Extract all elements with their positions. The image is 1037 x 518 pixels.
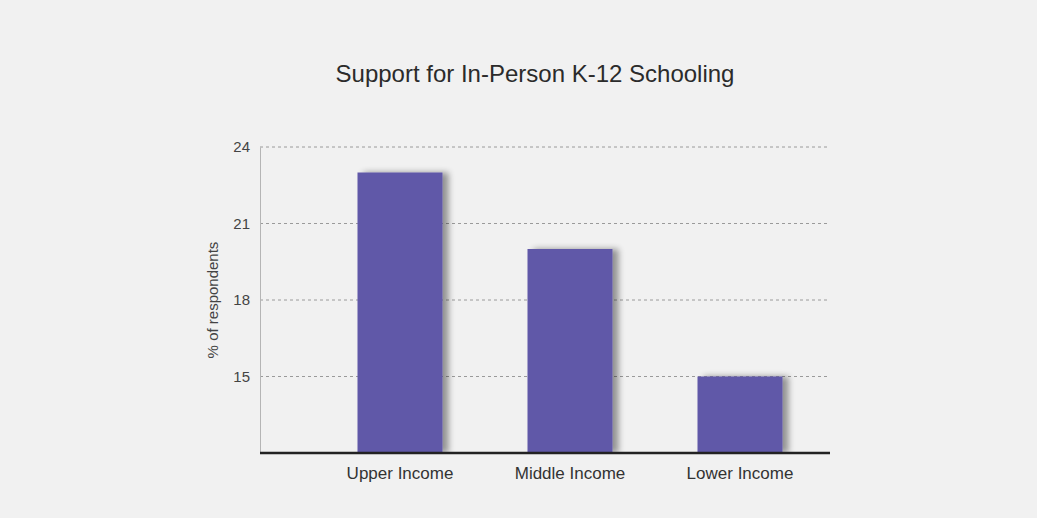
- chart: Support for In-Person K-12 Schooling 15 18…: [0, 0, 1037, 518]
- y-tick-label: 21: [233, 215, 250, 232]
- title: Support for In-Person K-12 Schooling: [336, 60, 735, 87]
- x-axis: Upper Income Middle Income Lower Income: [260, 453, 830, 483]
- y-tick: 24: [233, 138, 260, 155]
- y-tick: 21: [233, 215, 260, 232]
- bar: [358, 173, 443, 454]
- y-tick-label: 15: [233, 368, 250, 385]
- y-tick: 18: [233, 291, 260, 308]
- y-tick: 15: [233, 368, 260, 385]
- grid-line: [260, 147, 830, 148]
- y-tick-label: 24: [233, 138, 250, 155]
- y-axis: 15 18 21 24: [233, 138, 260, 453]
- x-axis-line: [260, 452, 830, 455]
- x-tick: Middle Income: [515, 453, 626, 483]
- x-tick-label: Middle Income: [515, 464, 626, 483]
- bar: [528, 249, 613, 453]
- bar: [698, 377, 783, 454]
- x-tick-label: Upper Income: [347, 464, 454, 483]
- y-axis-title: % of respondents: [204, 242, 221, 359]
- grid-line: [260, 223, 830, 224]
- x-tick: Upper Income: [347, 453, 454, 483]
- background: [0, 0, 1037, 518]
- y-axis-line: [260, 148, 261, 454]
- y-tick-label: 18: [233, 291, 250, 308]
- x-tick-label: Lower Income: [687, 464, 794, 483]
- bars: [358, 173, 783, 454]
- x-tick: Lower Income: [687, 453, 794, 483]
